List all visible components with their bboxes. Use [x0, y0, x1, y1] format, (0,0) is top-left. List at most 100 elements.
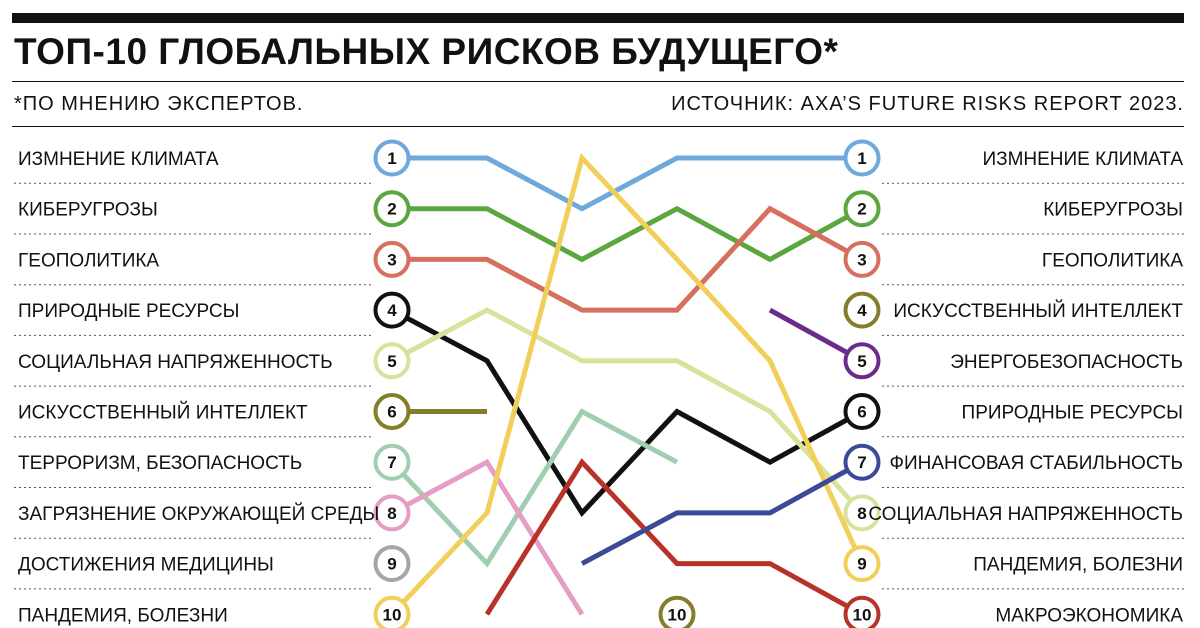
rank-marker-left-number: 3 — [387, 250, 396, 269]
rank-marker-left-number: 8 — [387, 504, 396, 523]
rank-marker-left-number: 4 — [387, 301, 397, 320]
rank-marker-right-ring — [843, 190, 881, 228]
rank-label-right: МАКРОЭКОНОМИКА — [995, 605, 1183, 626]
rank-marker-left-number: 10 — [383, 605, 402, 624]
rank-marker-right-ring — [843, 545, 881, 583]
series-line-10 — [390, 153, 865, 617]
rank-marker-right-number: 10 — [853, 605, 872, 624]
rank-marker-right: 2 — [843, 190, 881, 228]
rank-marker-middle-ring — [658, 595, 696, 628]
rank-marker-right: 10 — [843, 595, 881, 628]
rank-label-right: ФИНАНСОВАЯ СТАБИЛЬНОСТЬ — [890, 453, 1183, 474]
rank-marker-right: 7 — [843, 443, 881, 481]
rank-marker-right: 4 — [843, 291, 881, 329]
rank-marker-right-ring — [843, 595, 881, 628]
rank-label-right: КИБЕРУГРОЗЫ — [1043, 200, 1183, 221]
page-title: ТОП-10 ГЛОБАЛЬНЫХ РИСКОВ БУДУЩЕГО* — [14, 31, 839, 72]
rank-marker-right-number: 8 — [857, 504, 866, 523]
rank-label-right: ЭНЕРГОБЕЗОПАСНОСТЬ — [950, 352, 1183, 373]
series-line-8 — [390, 458, 585, 616]
rank-marker-left: 5 — [373, 342, 411, 380]
rank-marker-right-number: 4 — [857, 301, 867, 320]
rank-marker-right: 3 — [843, 240, 881, 278]
rank-label-left: ИСКУССТВЕННЫЙ ИНТЕЛЛЕКТ — [18, 402, 308, 424]
rank-marker-left-number: 1 — [387, 149, 396, 168]
rank-marker-left-ring — [373, 342, 411, 380]
source-note: ИСТОЧНИК: AXA’S FUTURE RISKS REPORT 2023… — [671, 93, 1184, 115]
rank-marker-right-number: 2 — [857, 200, 866, 219]
rank-label-left: ГЕОПОЛИТИКА — [18, 250, 159, 271]
series-line-1 — [392, 155, 862, 212]
rank-label-left: ЗАГРЯЗНЕНИЕ ОКРУЖАЮЩЕЙ СРЕДЫ — [18, 503, 379, 525]
rank-marker-middle: 10 — [658, 595, 696, 628]
series-lines — [390, 153, 865, 617]
rank-marker-left-number: 6 — [387, 403, 396, 422]
top-rule-bar — [12, 13, 1184, 23]
rank-marker-left-number: 7 — [387, 453, 396, 472]
rank-marker-left: 2 — [373, 190, 411, 228]
rank-label-right: СОЦИАЛЬНАЯ НАПРЯЖЕННОСТЬ — [868, 504, 1183, 525]
rank-label-left: КИБЕРУГРОЗЫ — [18, 200, 158, 221]
rank-marker-middle-number: 10 — [668, 605, 687, 624]
rank-label-right: ПАНДЕМИЯ, БОЛЕЗНИ — [973, 555, 1183, 576]
rank-marker-left: 4 — [373, 291, 411, 329]
rank-marker-right-ring — [843, 291, 881, 329]
rank-marker-right: 5 — [843, 342, 881, 380]
rank-marker-right-ring — [843, 342, 881, 380]
rank-marker-left-number: 2 — [387, 200, 396, 219]
rank-marker-left: 6 — [373, 393, 411, 430]
rank-marker-left-ring — [373, 240, 411, 278]
rank-marker-left-ring — [373, 393, 411, 430]
series-line-5 — [390, 307, 864, 515]
rank-marker-right: 6 — [843, 393, 881, 430]
rank-marker-right: 9 — [843, 545, 881, 583]
rank-marker-right-number: 9 — [857, 555, 866, 574]
rank-marker-left-number: 5 — [387, 352, 396, 371]
series-line-2 — [392, 205, 864, 263]
rank-marker-left-ring — [373, 190, 411, 228]
rank-marker-left: 10 — [373, 595, 411, 628]
rank-marker-right-ring — [843, 443, 881, 481]
rank-marker-left-number: 9 — [387, 555, 396, 574]
rank-marker-right-number: 1 — [857, 149, 866, 168]
rank-marker-right: 8 — [843, 494, 881, 532]
rank-marker-left-ring — [373, 545, 411, 583]
rank-marker-right-ring — [843, 393, 881, 430]
rank-label-left: ТЕРРОРИЗМ, БЕЗОПАСНОСТЬ — [18, 453, 302, 474]
rank-label-left: ИЗМНЕНИЕ КЛИМАТА — [18, 149, 219, 170]
rank-label-right: ИСКУССТВЕННЫЙ ИНТЕЛЛЕКТ — [893, 300, 1183, 322]
rank-label-left: ДОСТИЖЕНИЯ МЕДИЦИНЫ — [18, 555, 274, 576]
series-line-11 — [484, 458, 864, 617]
rank-marker-right-ring — [843, 494, 881, 532]
rank-label-left: СОЦИАЛЬНАЯ НАПРЯЖЕННОСТЬ — [18, 352, 333, 373]
rank-label-right: ГЕОПОЛИТИКА — [1042, 250, 1183, 271]
rank-marker-left-ring — [373, 595, 411, 628]
series-line-7 — [390, 408, 679, 568]
series-line-12 — [580, 460, 864, 566]
title-divider — [12, 81, 1184, 82]
rank-marker-right-ring — [843, 240, 881, 278]
subtitle-divider — [12, 126, 1184, 127]
rank-marker-right-number: 3 — [857, 250, 866, 269]
footnote: *ПО МНЕНИЮ ЭКСПЕРТОВ. — [14, 93, 304, 115]
rank-label-left: ПРИРОДНЫЕ РЕСУРСЫ — [18, 301, 239, 322]
rank-marker-left-ring — [373, 443, 411, 481]
rank-label-right: ИЗМНЕНИЕ КЛИМАТА — [982, 149, 1183, 170]
series-line-4 — [390, 307, 864, 517]
rank-marker-right: 1 — [843, 139, 881, 177]
rank-label-right: ПРИРОДНЫЕ РЕСУРСЫ — [962, 403, 1183, 424]
rank-marker-right-ring — [843, 139, 881, 177]
series-line-3 — [392, 205, 864, 313]
rank-marker-left: 8 — [373, 494, 411, 532]
rank-marker-right-number: 5 — [857, 352, 866, 371]
rank-marker-left-ring — [373, 139, 411, 177]
rank-marker-left: 9 — [373, 545, 411, 583]
rank-marker-left: 1 — [373, 139, 411, 177]
rank-marker-left-ring — [373, 494, 411, 532]
rank-marker-left: 7 — [373, 443, 411, 481]
rank-marker-right-number: 6 — [857, 403, 866, 422]
rank-marker-left: 3 — [373, 240, 411, 278]
rank-marker-right-number: 7 — [857, 453, 866, 472]
rank-label-left: ПАНДЕМИЯ, БОЛЕЗНИ — [18, 605, 228, 626]
